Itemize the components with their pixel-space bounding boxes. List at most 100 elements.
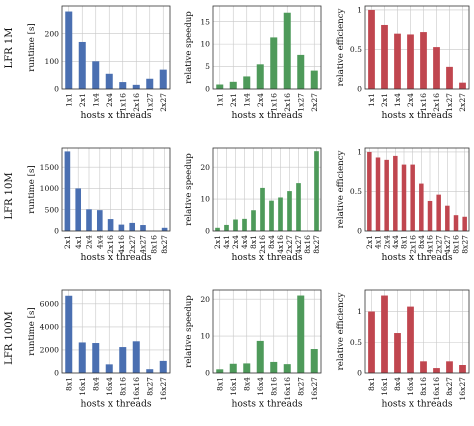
bar-2x27 [287, 191, 292, 231]
x-tick-label: 4x4 [95, 235, 104, 249]
bar-2x27 [459, 82, 466, 89]
y-tick-label: 0 [205, 227, 210, 236]
bar-1x16 [270, 37, 278, 89]
plot-frame [212, 289, 322, 374]
x-axis-label: hosts x threads [231, 252, 302, 263]
bar-4x16 [278, 197, 283, 231]
bar-2x1 [64, 151, 71, 231]
x-tick-label: 4x27 [139, 235, 148, 254]
plot-frame [212, 5, 322, 90]
x-tick-label: 2x16 [106, 235, 115, 254]
bar-8x4 [92, 343, 100, 373]
x-tick-label: 16x27 [458, 377, 467, 401]
y-axis-label: relative efficiency [336, 8, 346, 86]
bar-1x4 [92, 61, 100, 89]
x-tick-label: 8x4 [417, 235, 426, 249]
x-tick-label: 1x27 [145, 93, 154, 112]
panel-speedup-row-0: 0 5 10 15 1x1 2x1 1x4 2x4 1x16 2x16 1x27 2x27 relati… [184, 5, 322, 121]
bar-1x1 [368, 9, 375, 90]
bar-16x4 [256, 340, 264, 373]
bar-8x1 [65, 295, 73, 373]
bar-4x4 [393, 155, 398, 231]
bar-4x1 [224, 224, 229, 231]
x-tick-label: 8x16 [118, 377, 127, 396]
x-tick-label: 16x16 [432, 377, 441, 401]
y-tick-label: 10 [200, 332, 210, 341]
x-tick-label: 8x1 [64, 377, 73, 391]
y-axis-label: runtime [s] [27, 165, 37, 213]
bar-1x27 [146, 78, 154, 89]
bar-2x16 [283, 12, 291, 90]
x-tick-label: 2x27 [434, 235, 443, 254]
x-tick-label: 2x4 [256, 93, 265, 107]
bar-2x4 [233, 219, 238, 231]
bar-4x4 [242, 218, 247, 231]
x-tick-label: 2x16 [432, 93, 441, 112]
bar-2x1 [381, 24, 388, 89]
x-tick-label: 2x27 [285, 235, 294, 254]
y-tick-label: 0 [205, 369, 210, 378]
x-tick-label: 8x1 [400, 235, 409, 249]
x-tick-label: 4x1 [74, 235, 83, 249]
panel-runtime-row-1: 0 500 1000 1500 2x1 4x1 2x4 4x4 2x16 4x16 2x27 4x27… [27, 147, 171, 263]
bar-4x4 [96, 210, 103, 231]
x-axis-label: hosts x threads [381, 399, 452, 410]
y-tick-label: 1 [357, 6, 362, 15]
panel-runtime-row-0: 0 100 200 1x1 2x1 1x4 2x4 1x16 2x16 1x27 2x27 runti… [27, 5, 171, 121]
x-tick-label: 2x4 [105, 93, 114, 107]
bar-8x4 [394, 333, 401, 373]
bar-8x16 [119, 347, 127, 373]
bar-16x1 [78, 342, 86, 373]
panel-speedup-row-2: 0 10 20 8x1 16x1 8x4 16x4 8x16 16x16 8x27 16x27 rel… [184, 289, 322, 410]
bar-4x27 [140, 225, 146, 231]
x-tick-label: 1x1 [367, 93, 376, 107]
bar-8x27 [146, 369, 154, 373]
x-tick-label: 8x1 [249, 235, 258, 249]
x-tick-label: 8x16 [303, 235, 312, 254]
x-tick-label: 2x27 [310, 93, 319, 112]
x-tick-label: 4x27 [443, 235, 452, 254]
y-tick-label: 6000 [40, 299, 59, 308]
x-tick-label: 16x4 [256, 377, 265, 396]
bar-16x27 [159, 360, 167, 373]
x-tick-label: 16x1 [229, 377, 238, 396]
x-tick-label: 4x16 [426, 235, 435, 254]
x-tick-label: 2x16 [258, 235, 267, 254]
x-tick-label: 2x4 [231, 235, 240, 249]
bar-4x1 [375, 157, 381, 231]
bar-1x1 [65, 11, 73, 89]
y-tick-label: 5 [205, 62, 210, 71]
bar-8x4 [243, 363, 251, 373]
x-tick-label: 4x1 [374, 235, 383, 249]
x-tick-label: 2x1 [229, 93, 238, 107]
y-tick-label: 0.5 [350, 45, 362, 54]
bar-8x27 [462, 216, 467, 231]
panel-efficiency-row-0: 0 0.5 1 1x1 2x1 1x4 2x4 1x16 2x16 1x27 2x27 relativ… [336, 6, 470, 121]
bar-2x4 [86, 209, 92, 231]
bar-8x1 [216, 369, 224, 373]
plot-frame [212, 147, 322, 232]
x-tick-label: 2x16 [283, 93, 292, 112]
bar-2x16 [260, 187, 265, 231]
bar-8x27 [314, 151, 319, 231]
bar-2x16 [433, 47, 440, 89]
bar-16x16 [132, 341, 140, 373]
x-tick-label: 16x16 [283, 377, 292, 401]
x-tick-label: 8x16 [452, 235, 461, 254]
bar-8x27 [297, 295, 305, 373]
bar-8x16 [270, 361, 278, 373]
bar-2x1 [215, 227, 220, 231]
bar-8x27 [161, 227, 168, 231]
y-tick-label: 0 [54, 85, 59, 94]
y-tick-label: 2000 [40, 346, 59, 355]
bar-4x27 [445, 205, 450, 231]
bar-2x4 [256, 64, 264, 89]
x-tick-label: 1x1 [215, 93, 224, 107]
x-tick-label: 8x16 [419, 377, 428, 396]
x-axis-label: hosts x threads [381, 110, 452, 121]
y-tick-label: 15 [200, 17, 210, 26]
y-tick-label: 0 [54, 369, 59, 378]
y-tick-label: 1 [357, 307, 362, 316]
x-tick-label: 2x27 [458, 93, 467, 112]
